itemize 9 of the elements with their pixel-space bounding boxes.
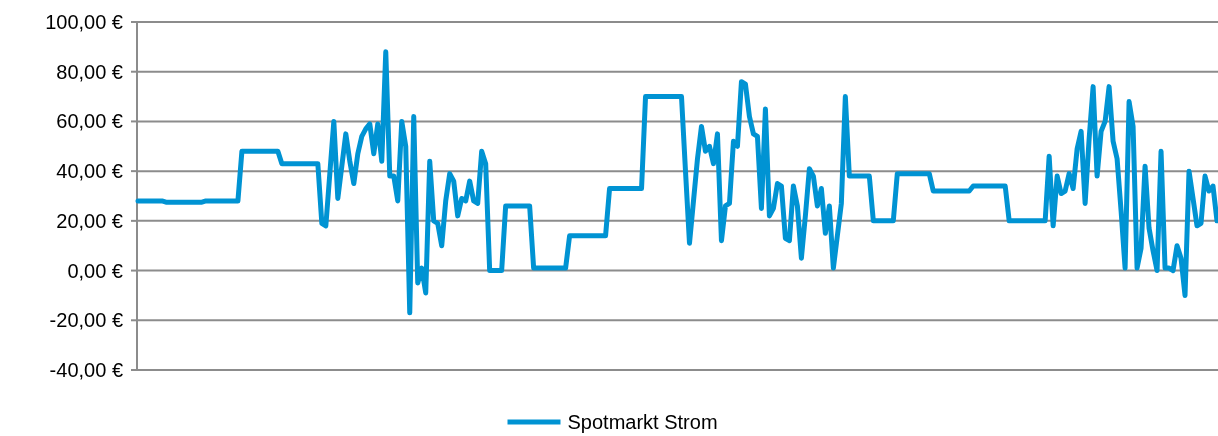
- y-tick-label: 80,00 €: [56, 60, 123, 83]
- y-tick-label: 20,00 €: [56, 209, 123, 232]
- y-tick-label: -20,00 €: [49, 309, 123, 332]
- y-tick-label: 0,00 €: [67, 259, 123, 282]
- y-tick-label: -40,00 €: [49, 359, 123, 381]
- y-tick-label: 60,00 €: [56, 110, 123, 133]
- y-tick-label: 100,00 €: [45, 11, 123, 33]
- y-tick-label: 40,00 €: [56, 160, 123, 183]
- legend-label: Spotmarkt Strom: [567, 411, 718, 433]
